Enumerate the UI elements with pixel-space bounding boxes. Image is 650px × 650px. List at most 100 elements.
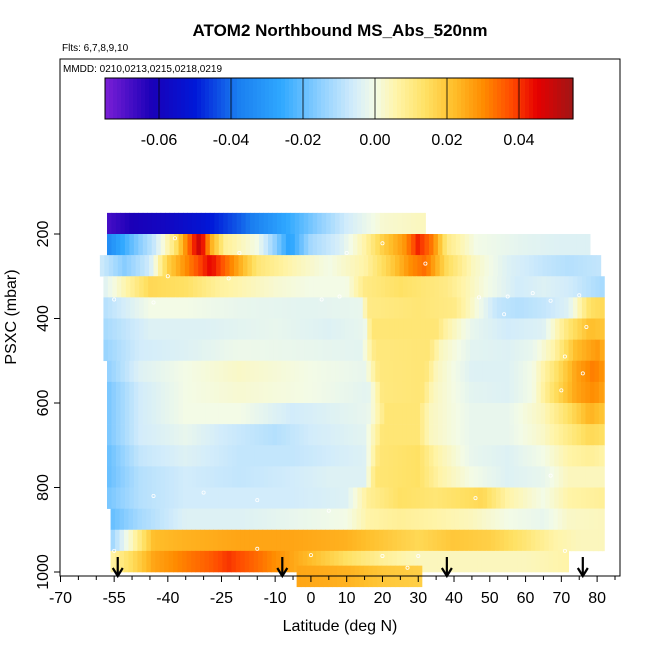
heatmap-cell [594, 487, 600, 509]
heatmap-cell [120, 234, 126, 256]
heatmap-cell [537, 297, 543, 319]
colorbar-segment [369, 78, 374, 119]
heatmap-cell [299, 360, 305, 383]
heatmap-cell [348, 403, 354, 425]
heatmap-cell [433, 403, 439, 425]
heatmap-cell [403, 339, 409, 362]
heatmap-cell [179, 318, 185, 340]
heatmap-cell [200, 466, 206, 488]
heatmap-cell [443, 297, 449, 319]
heatmap-cell [300, 297, 306, 319]
heatmap-cell [518, 445, 524, 467]
colorbar-segment [217, 78, 222, 119]
heatmap-cell [237, 318, 243, 340]
heatmap-cell [330, 403, 336, 425]
heatmap-cell [385, 339, 391, 362]
heatmap-cell [378, 529, 384, 552]
heatmap-cell [196, 234, 202, 256]
heatmap-cell [166, 318, 172, 340]
heatmap-cell [245, 381, 251, 404]
heatmap-cell [165, 234, 171, 256]
heatmap-cell [500, 381, 506, 404]
heatmap-cell [141, 508, 147, 531]
heatmap-cell [567, 234, 573, 256]
heatmap-cell [182, 529, 188, 552]
heatmap-cell [370, 381, 376, 404]
heatmap-cell [558, 445, 564, 467]
heatmap-cell [317, 360, 323, 383]
heatmap-cell [509, 403, 515, 425]
heatmap-cell [402, 487, 408, 509]
heatmap-cell [478, 466, 484, 488]
heatmap-cell [331, 297, 337, 319]
heatmap-cell [218, 487, 224, 509]
heatmap-cell [303, 403, 309, 425]
heatmap-cell [322, 318, 328, 340]
heatmap-cell [353, 339, 359, 362]
heatmap-cell [586, 318, 592, 340]
heatmap-cell [210, 339, 216, 362]
heatmap-cell [554, 466, 560, 488]
heatmap-cell [558, 234, 564, 256]
heatmap-cell [479, 318, 485, 340]
heatmap-cell [406, 487, 412, 509]
heatmap-cell [370, 234, 376, 256]
heatmap-cell [411, 360, 417, 383]
heatmap-cell [402, 360, 408, 383]
heatmap-cell [233, 276, 239, 298]
heatmap-cell [567, 360, 573, 383]
heatmap-cell [545, 487, 551, 509]
heatmap-cell [259, 445, 265, 467]
heatmap-cell [133, 212, 139, 235]
heatmap-cell [304, 339, 310, 362]
heatmap-cell [555, 297, 561, 319]
heatmap-cell [514, 339, 520, 362]
heatmap-cell [196, 445, 202, 467]
colorbar-segment [413, 78, 418, 119]
colorbar-tick-label: 0.00 [359, 132, 390, 149]
heatmap-cell [568, 339, 574, 362]
heatmap-cell [587, 255, 593, 277]
heatmap-cell [406, 360, 412, 383]
heatmap-cell [174, 466, 180, 488]
heatmap-cell [276, 487, 282, 509]
heatmap-cell [374, 529, 380, 552]
flight-arrow [111, 557, 124, 579]
heatmap-cell [320, 508, 326, 531]
heatmap-cell [396, 508, 402, 531]
heatmap-cell [173, 508, 179, 531]
heatmap-cell [553, 529, 559, 552]
heatmap-cell [548, 508, 554, 531]
heatmap-cell [268, 318, 274, 340]
heatmap-cell [455, 466, 461, 488]
heatmap-cell [598, 508, 603, 531]
heatmap-cell [205, 445, 211, 467]
heatmap-cell [269, 255, 275, 277]
heatmap-cell [495, 550, 501, 573]
heatmap-cell [210, 276, 216, 298]
heatmap-cell [313, 318, 319, 340]
heatmap-cell [549, 381, 555, 404]
data-point-marker [580, 371, 585, 376]
heatmap-cell [262, 550, 268, 573]
colorbar-segment [181, 78, 186, 119]
heatmap-cell [137, 529, 143, 552]
heatmap-cell [410, 550, 416, 573]
heatmap-cell [405, 508, 411, 531]
heatmap-cell [214, 360, 220, 383]
heatmap-cell [283, 255, 289, 277]
heatmap-cell [218, 360, 224, 383]
heatmap-cell [563, 487, 569, 509]
heatmap-cell [125, 339, 131, 362]
heatmap-cell [380, 276, 386, 298]
heatmap-cell [460, 424, 466, 446]
heatmap-cell [442, 234, 448, 256]
heatmap-cell [133, 381, 139, 404]
heatmap-cell [369, 508, 375, 531]
heatmap-cell [115, 403, 121, 425]
heatmap-cell [326, 424, 332, 446]
colorbar-tick-label: -0.04 [213, 132, 250, 149]
heatmap-cell [112, 297, 118, 319]
heatmap-cell [335, 276, 341, 298]
heatmap-cell [272, 403, 278, 425]
